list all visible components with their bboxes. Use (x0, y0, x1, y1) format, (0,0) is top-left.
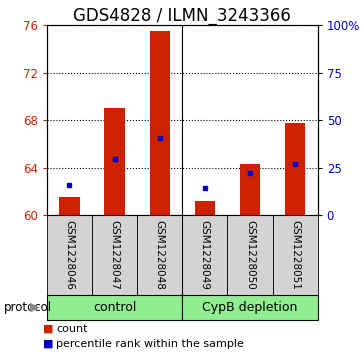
Text: ■: ■ (43, 324, 54, 334)
Bar (240, 164, 260, 215)
Title: GDS4828 / ILMN_3243366: GDS4828 / ILMN_3243366 (73, 7, 291, 25)
Bar (182, 295, 318, 320)
Text: control: control (93, 301, 136, 314)
Text: GSM1228048: GSM1228048 (155, 220, 165, 290)
Bar (182, 215, 227, 295)
Bar (47, 295, 182, 320)
Bar (149, 31, 170, 215)
Bar (59, 197, 80, 215)
Bar (195, 201, 215, 215)
Text: GSM1228047: GSM1228047 (110, 220, 119, 290)
Text: percentile rank within the sample: percentile rank within the sample (56, 339, 244, 349)
Text: GSM1228049: GSM1228049 (200, 220, 210, 290)
Bar (92, 215, 137, 295)
Bar (104, 108, 125, 215)
Text: CypB depletion: CypB depletion (202, 301, 298, 314)
Bar (137, 215, 182, 295)
Text: GSM1228050: GSM1228050 (245, 220, 255, 290)
Bar (47, 215, 92, 295)
Text: ▶: ▶ (30, 301, 39, 314)
Text: GSM1228051: GSM1228051 (290, 220, 300, 290)
Text: GSM1228046: GSM1228046 (65, 220, 74, 290)
Text: protocol: protocol (4, 301, 52, 314)
Text: count: count (56, 324, 87, 334)
Bar (273, 215, 318, 295)
Text: ■: ■ (43, 339, 54, 349)
Bar (285, 123, 305, 215)
Bar (227, 215, 273, 295)
